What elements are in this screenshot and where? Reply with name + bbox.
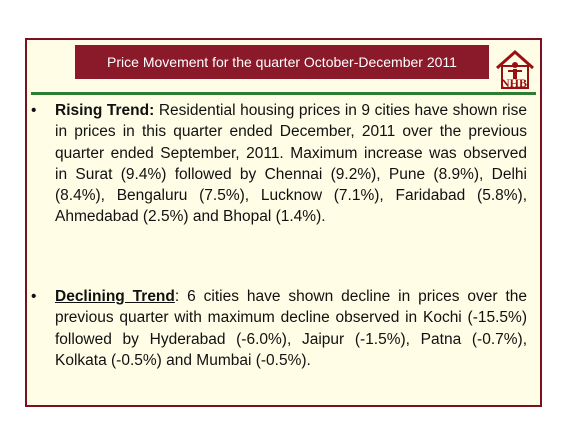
- divider: [31, 92, 536, 95]
- bullet-label: Rising Trend:: [55, 102, 155, 119]
- bullet-dot: •: [31, 102, 37, 119]
- bullet-text: Residential housing prices in 9 cities h…: [55, 102, 527, 226]
- bullet-text: : 6 cities have shown decline in prices …: [55, 288, 527, 369]
- bullet: • Declining Trend: 6 cities have shown de…: [31, 286, 527, 371]
- logo-text: NHB: [500, 76, 527, 90]
- bullet-label: Declining Trend: [55, 288, 175, 305]
- slide-title: Price Movement for the quarter October-D…: [75, 45, 489, 79]
- bullet: • Rising Trend: Residential housing price…: [31, 100, 527, 228]
- bullet-dot: •: [31, 288, 37, 305]
- slide-frame: Price Movement for the quarter October-D…: [25, 38, 542, 407]
- logo-icon: [496, 49, 534, 89]
